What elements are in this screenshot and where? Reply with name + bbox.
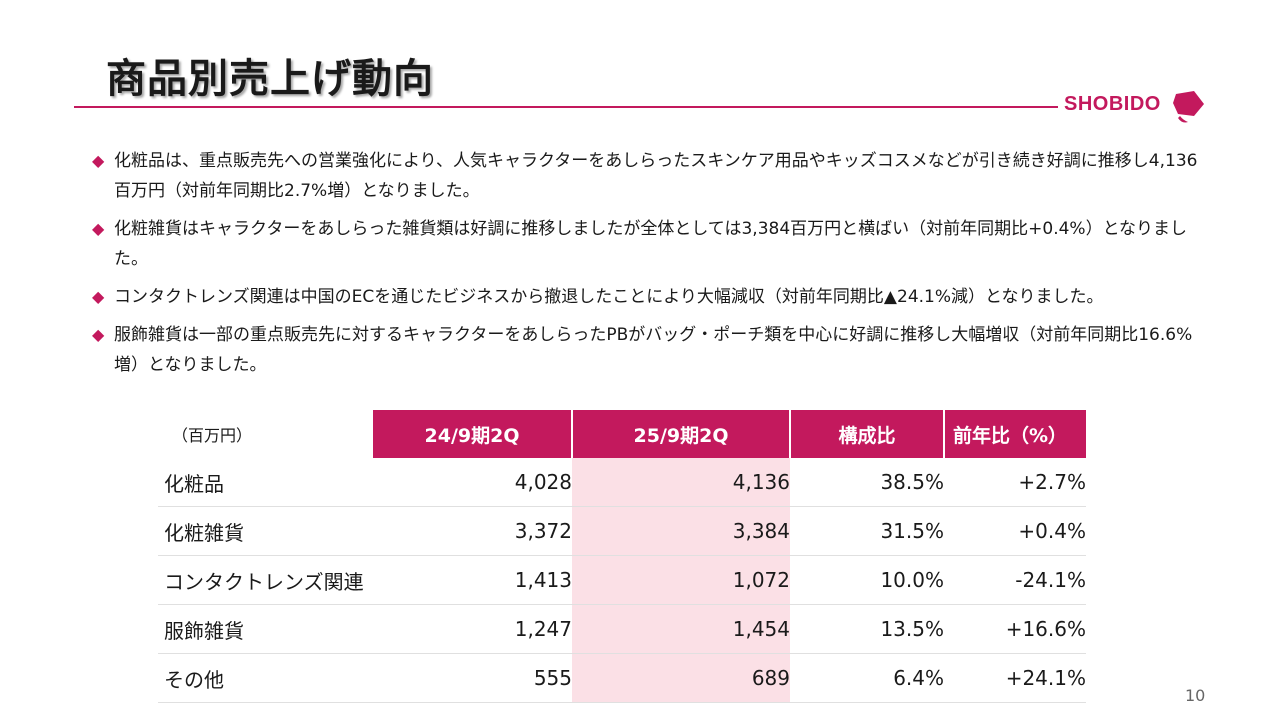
bullet-list: ◆ 化粧品は、重点販売先への営業強化により、人気キャラクターをあしらったスキンケ…	[92, 146, 1202, 388]
bullet-text: 化粧雑貨はキャラクターをあしらった雑貨類は好調に推移しましたが全体としては3,3…	[114, 219, 1188, 269]
table-row: 化粧品 4,028 4,136 38.5% +2.7%	[158, 458, 1086, 507]
diamond-bullet-icon: ◆	[92, 287, 105, 306]
logo-text: SHOBIDO	[1064, 93, 1161, 115]
page-title: 商品別売上げ動向	[106, 56, 434, 102]
cell-share: 31.5%	[790, 506, 944, 556]
logo-mark-icon	[1173, 91, 1204, 123]
cell-prev: 3,372	[372, 506, 572, 556]
unit-label: （百万円）	[158, 410, 372, 458]
row-name: 化粧雑貨	[158, 506, 372, 556]
diamond-bullet-icon: ◆	[92, 325, 105, 344]
bullet-text: 化粧品は、重点販売先への営業強化により、人気キャラクターをあしらったスキンケア用…	[114, 151, 1198, 201]
bullet-text: コンタクトレンズ関連は中国のECを通じたビジネスから撤退したことにより大幅減収（…	[114, 287, 1104, 307]
table-header-row: （百万円） 24/9期2Q 25/9期2Q 構成比 前年比（%）	[158, 410, 1086, 458]
row-name: 服飾雑貨	[158, 604, 372, 654]
cell-share: 10.0%	[790, 555, 944, 605]
title-underline	[74, 106, 1058, 108]
diamond-bullet-icon: ◆	[92, 151, 105, 170]
column-header-share: 構成比	[789, 410, 944, 458]
page-number: 10	[1185, 686, 1206, 705]
cell-prev: 4,028	[372, 458, 572, 507]
cell-prev: 1,413	[372, 555, 572, 605]
bullet-item: ◆ 化粧雑貨はキャラクターをあしらった雑貨類は好調に推移しましたが全体としては3…	[92, 214, 1202, 274]
cell-prev: 555	[372, 653, 572, 703]
diamond-bullet-icon: ◆	[92, 219, 105, 238]
cell-yoy: +0.4%	[944, 506, 1086, 556]
row-name: コンタクトレンズ関連	[158, 555, 372, 605]
cell-share: 13.5%	[790, 604, 944, 654]
bullet-item: ◆ 化粧品は、重点販売先への営業強化により、人気キャラクターをあしらったスキンケ…	[92, 146, 1202, 206]
column-header-prev-period: 24/9期2Q	[371, 410, 572, 458]
cell-current: 4,136	[572, 458, 790, 507]
cell-current: 1,072	[572, 555, 790, 605]
column-header-yoy: 前年比（%）	[943, 410, 1086, 458]
bullet-item: ◆ 服飾雑貨は一部の重点販売先に対するキャラクターをあしらったPBがバッグ・ポー…	[92, 320, 1202, 380]
cell-yoy: -24.1%	[944, 555, 1086, 605]
table-row: コンタクトレンズ関連 1,413 1,072 10.0% -24.1%	[158, 555, 1086, 605]
row-name: その他	[158, 653, 372, 703]
cell-share: 38.5%	[790, 458, 944, 507]
cell-current: 1,454	[572, 604, 790, 654]
bullet-text: 服飾雑貨は一部の重点販売先に対するキャラクターをあしらったPBがバッグ・ポーチ類…	[114, 325, 1193, 375]
cell-current: 689	[572, 653, 790, 703]
table-row: 服飾雑貨 1,247 1,454 13.5% +16.6%	[158, 604, 1086, 654]
cell-yoy: +16.6%	[944, 604, 1086, 654]
row-name: 化粧品	[158, 458, 372, 507]
column-header-current-period: 25/9期2Q	[571, 410, 790, 458]
bullet-item: ◆ コンタクトレンズ関連は中国のECを通じたビジネスから撤退したことにより大幅減…	[92, 282, 1202, 312]
table-row: その他 555 689 6.4% +24.1%	[158, 653, 1086, 703]
table-row: 化粧雑貨 3,372 3,384 31.5% +0.4%	[158, 506, 1086, 556]
cell-share: 6.4%	[790, 653, 944, 703]
cell-yoy: +24.1%	[944, 653, 1086, 703]
cell-yoy: +2.7%	[944, 458, 1086, 507]
company-logo: SHOBIDO	[1064, 88, 1214, 128]
cell-current: 3,384	[572, 506, 790, 556]
cell-prev: 1,247	[372, 604, 572, 654]
sales-by-product-table: （百万円） 24/9期2Q 25/9期2Q 構成比 前年比（%） 化粧品 4,0…	[158, 410, 1086, 703]
